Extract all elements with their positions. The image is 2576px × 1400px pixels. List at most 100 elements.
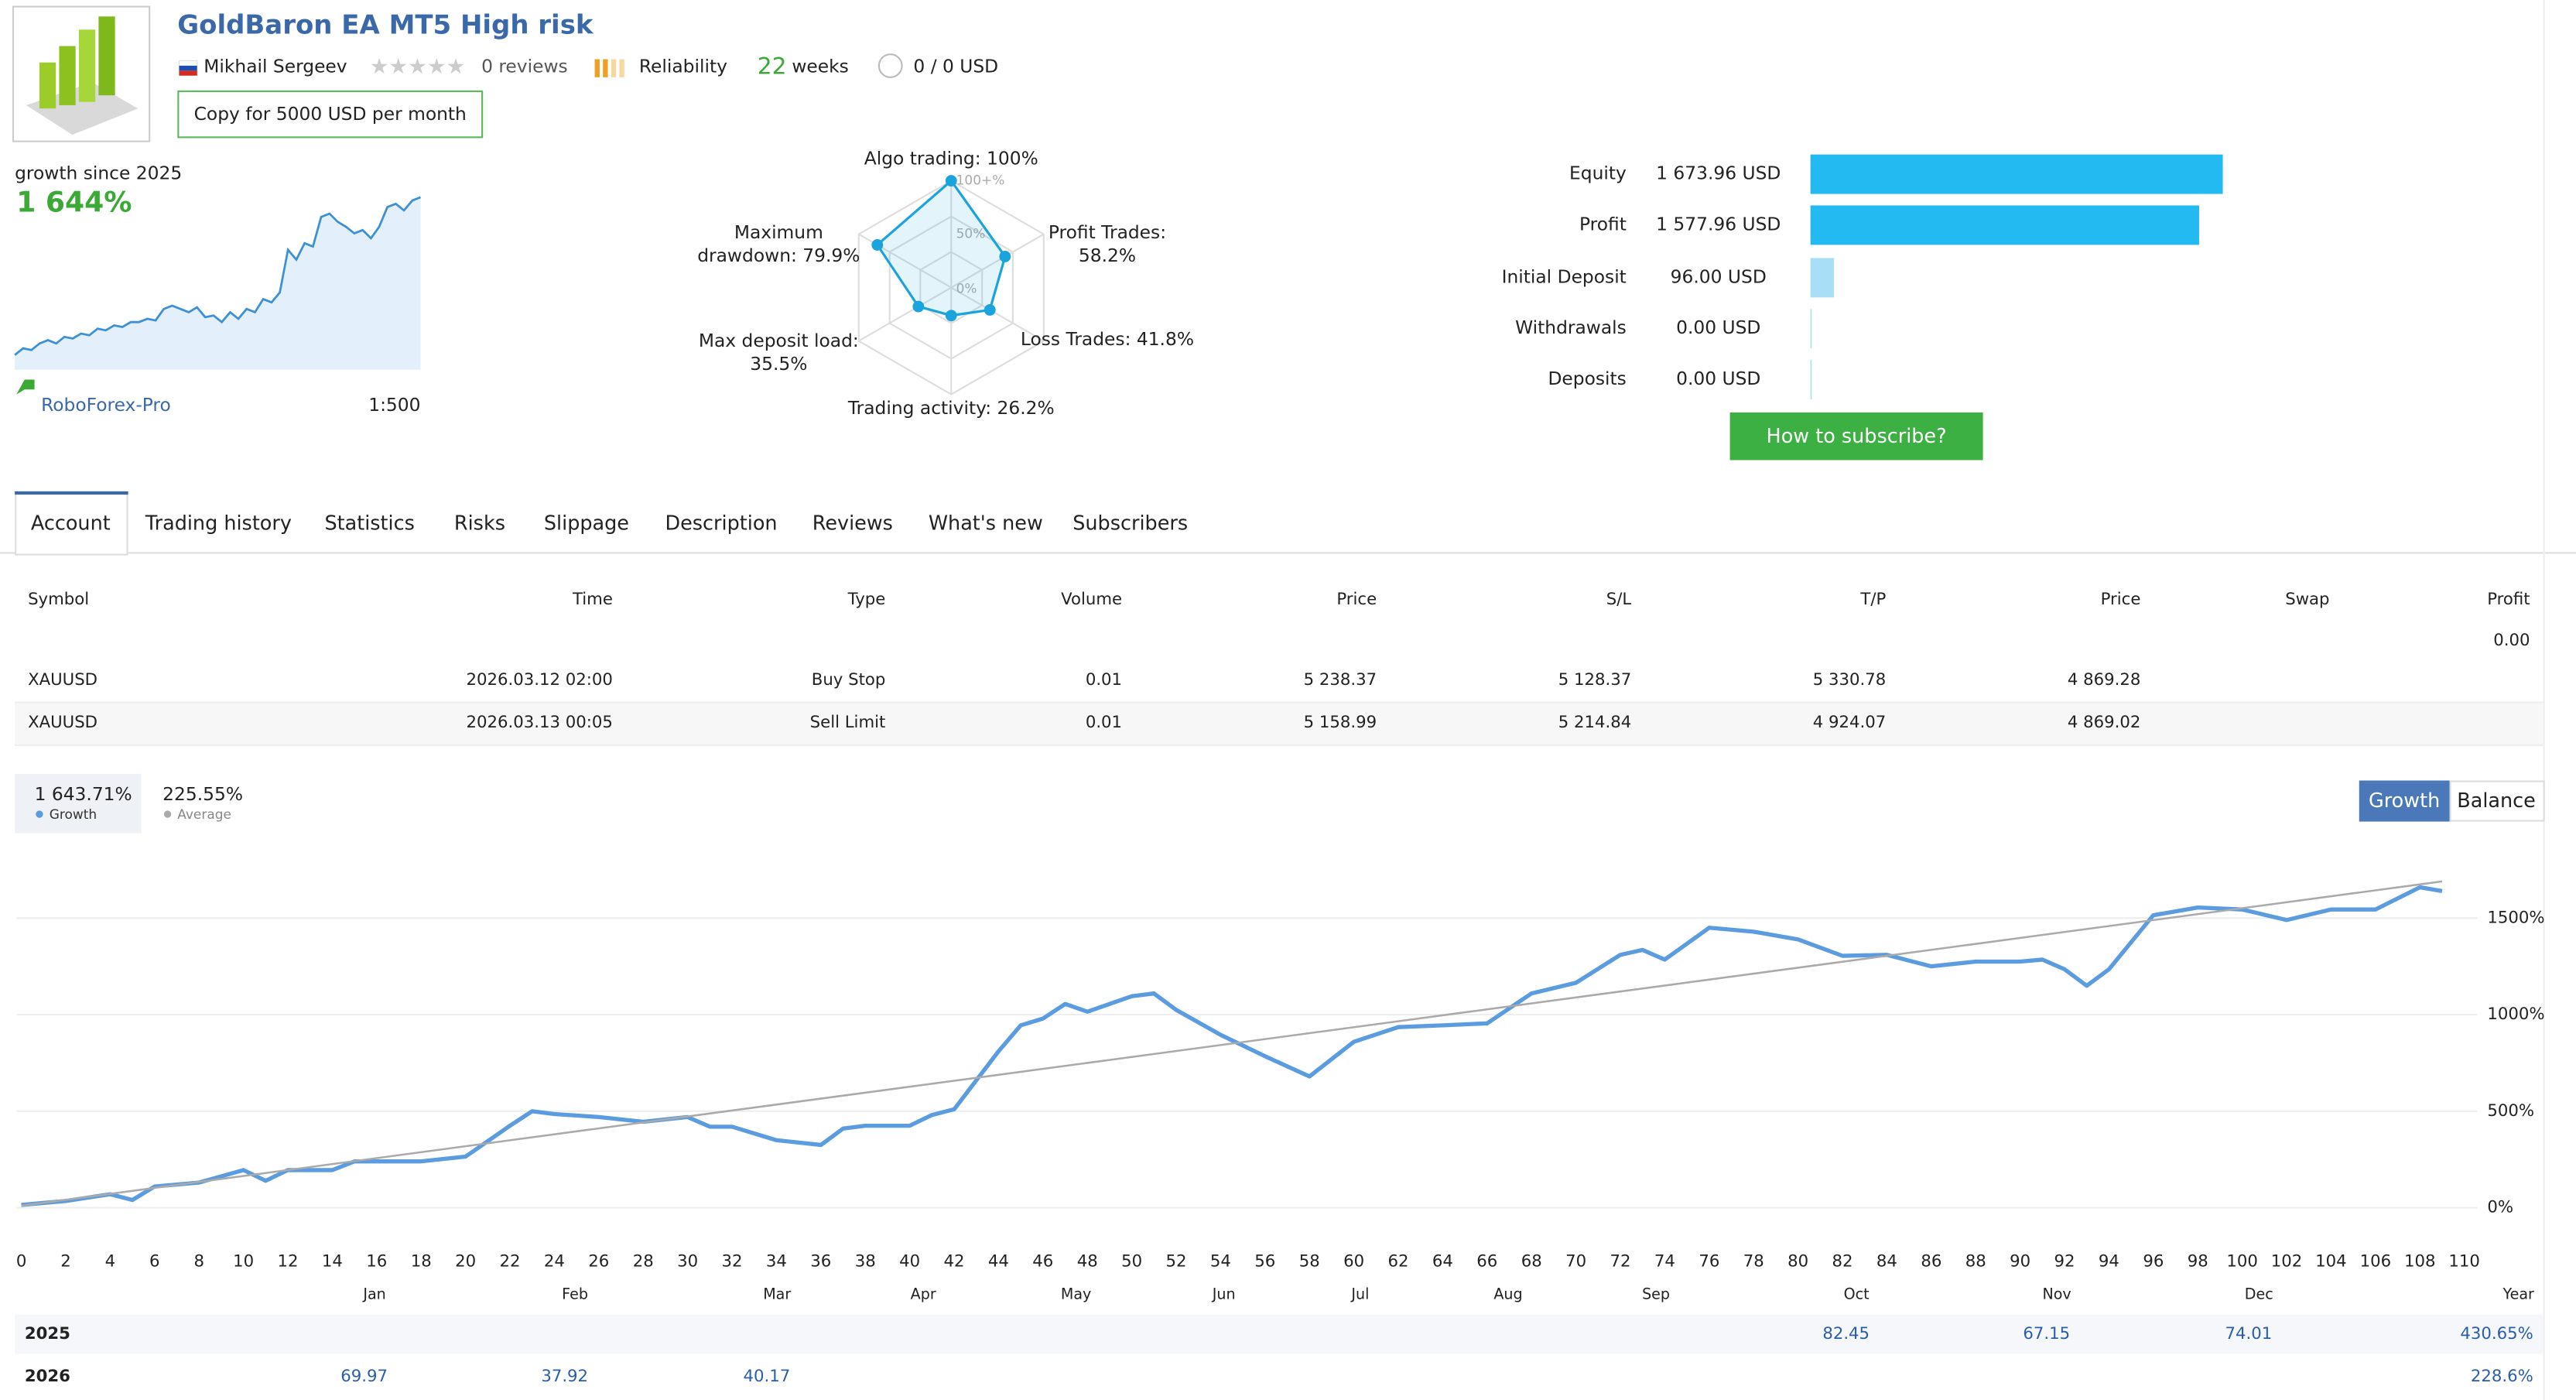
table-header: Symbol — [28, 590, 89, 609]
tab[interactable]: Trading history — [145, 512, 292, 535]
x-tick-label: 48 — [1077, 1252, 1098, 1272]
growth-value: 1 644% — [16, 186, 132, 218]
copy-button[interactable] — [177, 90, 484, 139]
subscribe-button-label[interactable]: How to subscribe? — [1767, 425, 1947, 448]
broker[interactable]: RoboForex-Pro — [41, 394, 171, 416]
radar-label: 35.5% — [750, 353, 807, 375]
radar-point — [912, 300, 925, 313]
logo — [26, 16, 139, 135]
x-tick-label: 104 — [2315, 1252, 2347, 1272]
x-tick-label: 14 — [322, 1252, 343, 1272]
radar-label: Maximum — [734, 221, 823, 243]
year-total: 430.65% — [2460, 1324, 2533, 1344]
y-tick-label: 500% — [2487, 1101, 2534, 1121]
year-total: 228.6% — [2471, 1367, 2533, 1386]
summary-value: 225.55% — [162, 783, 243, 805]
month-label: Oct — [1844, 1285, 1870, 1303]
table-cell: Sell Limit — [810, 713, 886, 732]
table-cell: XAUUSD — [28, 713, 97, 732]
x-tick-label: 8 — [193, 1252, 204, 1272]
tab[interactable]: Subscribers — [1072, 512, 1188, 535]
table-cell: 4 869.28 — [2068, 670, 2141, 690]
table-cell: 4 924.07 — [1813, 713, 1886, 732]
flag — [179, 65, 197, 71]
x-tick-label: 50 — [1121, 1252, 1142, 1272]
x-tick-label: 24 — [544, 1252, 565, 1272]
toggle-button-label[interactable]: Growth — [2369, 789, 2440, 813]
month-value: 69.97 — [340, 1367, 388, 1386]
title[interactable]: GoldBaron EA MT5 High risk — [177, 10, 594, 41]
table-header: Price — [1336, 590, 1377, 609]
month-value: 37.92 — [541, 1367, 588, 1386]
x-tick-label: 64 — [1432, 1252, 1453, 1272]
tab[interactable]: Account — [31, 512, 111, 535]
table-cell: 5 238.37 — [1304, 670, 1377, 690]
radar-spoke — [950, 233, 1045, 289]
balance-value: 0.00 USD — [1676, 317, 1760, 338]
month-label: Jun — [1212, 1285, 1236, 1303]
x-tick-label: 10 — [233, 1252, 254, 1272]
x-tick-label: 74 — [1654, 1252, 1675, 1272]
subscribers: 0 / 0 USD — [913, 56, 998, 77]
month-label: Apr — [911, 1285, 936, 1303]
balance-label: Profit — [1579, 213, 1627, 234]
tab[interactable]: Risks — [454, 512, 505, 535]
toggle-button-label[interactable]: Balance — [2457, 789, 2536, 813]
x-tick-label: 40 — [899, 1252, 920, 1272]
x-tick-label: 2 — [60, 1252, 71, 1272]
x-tick-label: 58 — [1299, 1252, 1320, 1272]
month-label: Mar — [763, 1285, 791, 1303]
toggle-button[interactable] — [2449, 780, 2545, 822]
x-tick-label: 110 — [2448, 1252, 2480, 1272]
balance-value: 1 673.96 USD — [1656, 163, 1781, 184]
x-tick-label: 52 — [1166, 1252, 1187, 1272]
x-tick-label: 44 — [988, 1252, 1009, 1272]
table-header: S/L — [1606, 590, 1632, 609]
x-tick-label: 6 — [149, 1252, 160, 1272]
active-tab — [15, 491, 128, 556]
x-tick-label: 0 — [16, 1252, 27, 1272]
table-header: Volume — [1061, 590, 1122, 609]
subscribe-button[interactable] — [1729, 412, 1983, 460]
reviews[interactable]: 0 reviews — [481, 56, 568, 77]
copy-button-label[interactable]: Copy for 5000 USD per month — [194, 103, 467, 125]
x-tick-label: 70 — [1565, 1252, 1586, 1272]
series-line — [21, 880, 2443, 1207]
month-value: 67.15 — [2023, 1324, 2070, 1344]
table-cell: 4 869.02 — [2068, 713, 2141, 732]
author[interactable]: Mikhail Sergeev — [204, 56, 347, 77]
balance-bar — [1810, 154, 2223, 194]
radar-tick-label: 50% — [956, 227, 986, 242]
year-label: 2026 — [25, 1367, 70, 1386]
flag — [179, 70, 197, 76]
tab[interactable]: Reviews — [812, 512, 893, 535]
summary-box[interactable] — [15, 774, 142, 833]
summary-label: Average — [177, 807, 231, 823]
tab[interactable]: Statistics — [324, 512, 414, 535]
radar-point — [945, 175, 957, 187]
tab[interactable]: Description — [665, 512, 778, 535]
radar-tick-label: 100+% — [956, 173, 1005, 189]
growth-label: growth since 2025 — [15, 163, 182, 184]
x-tick-label: 68 — [1521, 1252, 1542, 1272]
tab[interactable]: Slippage — [544, 512, 629, 535]
x-tick-label: 106 — [2360, 1252, 2392, 1272]
month-label: Dec — [2245, 1285, 2273, 1303]
weeks-label: weeks — [792, 56, 848, 77]
tab[interactable]: What's new — [929, 512, 1043, 535]
month-value: 74.01 — [2225, 1324, 2272, 1344]
table-header: T/P — [1859, 590, 1886, 609]
radar-tick-label: 0% — [956, 282, 977, 297]
x-tick-label: 78 — [1743, 1252, 1764, 1272]
table-header: Time — [572, 590, 613, 609]
month-label: Sep — [1642, 1285, 1670, 1303]
x-tick-label: 22 — [499, 1252, 520, 1272]
radar-label: Max deposit load: — [699, 330, 859, 351]
svg-text:★★★★★: ★★★★★ — [370, 53, 466, 79]
radar-point — [945, 310, 957, 322]
x-tick-label: 94 — [2099, 1252, 2119, 1272]
stars: ★★★★★ — [370, 53, 466, 79]
table-total: 0.00 — [2493, 631, 2530, 650]
